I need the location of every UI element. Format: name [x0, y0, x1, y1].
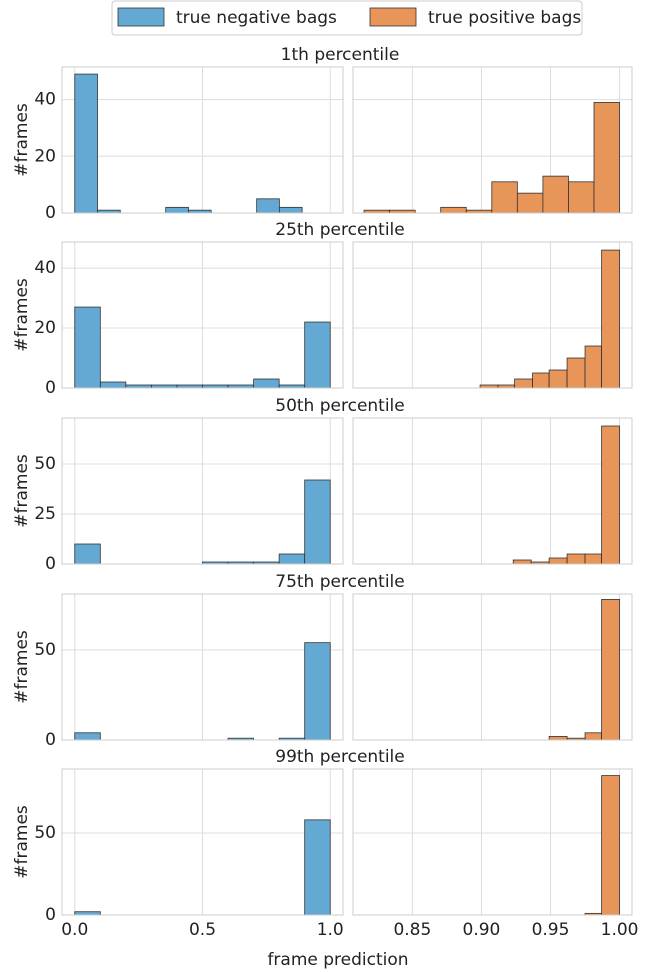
- histogram-bar: [74, 73, 98, 214]
- histogram-bar: [256, 198, 280, 214]
- histogram-bar: [542, 175, 569, 214]
- x-tick-label: 1.0: [317, 920, 344, 940]
- histogram-bar: [304, 321, 331, 389]
- axes-frame: [352, 768, 633, 916]
- histogram-bar: [584, 345, 603, 389]
- y-axis-label: #frames: [12, 103, 32, 177]
- legend-swatch: [369, 7, 417, 27]
- histogram-bar: [440, 206, 467, 214]
- axes-frame: [352, 241, 633, 389]
- y-tick-label: 50: [34, 823, 56, 843]
- histogram-bar: [491, 181, 518, 214]
- histogram-bar: [584, 732, 603, 741]
- y-tick-label: 0: [45, 554, 56, 574]
- y-axis-label: #frames: [12, 278, 32, 352]
- y-tick-label: 0: [45, 905, 56, 925]
- axes-frame: [61, 768, 344, 916]
- histogram-bar: [601, 249, 620, 389]
- legend-label: true positive bags: [428, 8, 581, 28]
- histogram-bar: [601, 775, 620, 916]
- y-tick-label: 20: [34, 318, 56, 338]
- histogram-bar: [74, 306, 101, 389]
- axes-frame: [61, 593, 344, 741]
- histogram-bar: [74, 543, 101, 565]
- y-tick-label: 0: [45, 730, 56, 750]
- histogram-bar: [601, 599, 620, 741]
- y-tick-label: 20: [34, 146, 56, 166]
- histogram-bar: [548, 735, 568, 741]
- histogram-bar: [548, 369, 568, 389]
- histogram-bar: [165, 206, 189, 214]
- axes-frame: [352, 66, 633, 214]
- legend-swatch: [117, 7, 165, 27]
- y-tick-label: 50: [34, 454, 56, 474]
- histogram-bar: [99, 381, 127, 389]
- y-tick-label: 0: [45, 378, 56, 398]
- x-tick-label: 0.0: [61, 920, 88, 940]
- y-axis-label: #frames: [12, 454, 32, 528]
- histogram-bar: [278, 206, 303, 214]
- axes-frame: [352, 417, 633, 565]
- y-axis-label: #frames: [12, 630, 32, 704]
- y-tick-label: 0: [45, 203, 56, 223]
- panel-title: 99th percentile: [275, 747, 405, 767]
- y-tick-label: 40: [34, 90, 56, 110]
- histogram-bar: [532, 372, 550, 389]
- histogram-bar: [601, 425, 620, 565]
- x-tick-label: 1.00: [601, 920, 639, 940]
- panel-title: 50th percentile: [275, 396, 405, 416]
- histogram-bar: [516, 192, 544, 214]
- histogram-bar: [514, 378, 533, 389]
- histogram-bar: [304, 642, 331, 741]
- histogram-bar: [566, 357, 586, 389]
- x-tick-label: 0.85: [393, 920, 431, 940]
- y-tick-label: 25: [34, 504, 56, 524]
- legend-box: [111, 0, 583, 36]
- histogram-bar: [593, 102, 620, 214]
- histogram-bar: [512, 559, 532, 565]
- axes-frame: [61, 66, 344, 214]
- panel-title: 25th percentile: [275, 220, 405, 240]
- histogram-bar: [304, 819, 331, 916]
- axes-frame: [352, 593, 633, 741]
- histogram-bar: [278, 553, 306, 565]
- x-tick-label: 0.90: [463, 920, 501, 940]
- legend-label: true negative bags: [176, 8, 337, 28]
- panel-title: 1th percentile: [281, 45, 400, 65]
- y-axis-label: #frames: [12, 805, 32, 879]
- histogram-bar: [74, 732, 101, 741]
- y-tick-label: 50: [34, 640, 56, 660]
- histogram-bar: [566, 553, 586, 565]
- histogram-bar: [548, 557, 568, 565]
- x-tick-label: 0.5: [189, 920, 216, 940]
- axes-frame: [61, 241, 344, 389]
- histogram-bar: [304, 479, 331, 565]
- histogram-bar: [568, 181, 595, 214]
- histogram-bar: [584, 553, 603, 565]
- x-axis-label: frame prediction: [267, 950, 408, 970]
- x-tick-label: 0.95: [532, 920, 570, 940]
- panel-title: 75th percentile: [275, 572, 405, 592]
- y-tick-label: 40: [34, 258, 56, 278]
- axes-frame: [61, 417, 344, 565]
- histogram-bar: [253, 378, 280, 389]
